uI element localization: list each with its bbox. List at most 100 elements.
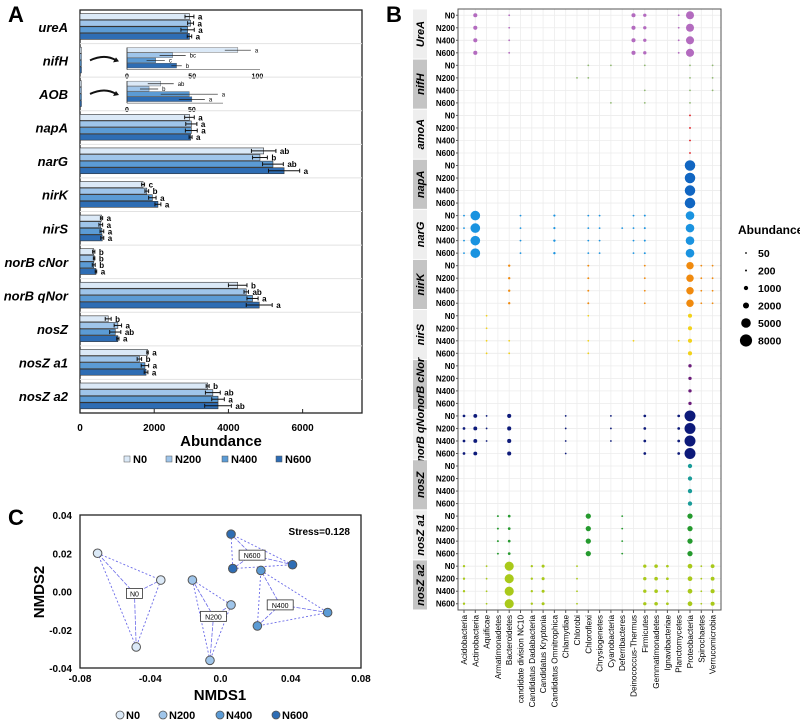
significance-letter: ab bbox=[224, 389, 233, 398]
bubble-nosZ-a2-Ignavibacteriae bbox=[666, 577, 669, 581]
panel-label-b: B bbox=[386, 2, 402, 27]
bubble-nosZ-a2-Gemmatimonadetes bbox=[654, 589, 658, 594]
spider-line-N600 bbox=[230, 533, 253, 556]
row-label: N200 bbox=[436, 424, 456, 433]
bubble-norB-qNor-Actinobacteria bbox=[473, 451, 478, 456]
bubble-norB-qNor-Acidobacteria bbox=[462, 414, 466, 418]
bubble-nosZ-a2-Ignavibacteriae bbox=[666, 564, 669, 568]
phylum-label: Bacteroidetes bbox=[505, 615, 514, 665]
bar-main-tiny bbox=[79, 100, 82, 107]
bubble-narG-Chloroflexi bbox=[587, 214, 590, 217]
phylum-label: Ignavibacteriae bbox=[663, 615, 672, 671]
bubble-nifH-Verrucomicrobia bbox=[711, 76, 714, 79]
centroid-label-box bbox=[200, 610, 227, 622]
bubble-nirK-Firmicutes bbox=[643, 289, 646, 292]
bar bbox=[79, 281, 238, 289]
significance-letter: b bbox=[99, 261, 104, 270]
significance-letter: a bbox=[108, 234, 113, 243]
facet-strip-nirS: nirS N0 N200 N400 N600 bbox=[413, 310, 458, 360]
panel-a-x-axis-label: Abundance bbox=[180, 433, 262, 450]
row-label: N600 bbox=[436, 199, 456, 208]
facet-strip-label: norB cNor bbox=[415, 357, 427, 412]
bubble-nosZ-a2-Firmicutes bbox=[643, 577, 647, 581]
hull-edge-N0 bbox=[97, 552, 161, 581]
size-legend-label: 50 bbox=[758, 248, 770, 260]
bar bbox=[79, 26, 188, 34]
row-label: N400 bbox=[436, 337, 456, 346]
hull-edge-N400 bbox=[256, 570, 262, 626]
facet-strip-norB-qNor: norB qNor N0 N200 N400 N600 bbox=[413, 407, 458, 462]
hull-edge-N400 bbox=[257, 612, 328, 627]
stress-annotation: Stress=0.128 bbox=[289, 527, 351, 538]
row-label: N400 bbox=[436, 86, 456, 95]
size-legend-dot bbox=[745, 252, 747, 254]
centroid-label-N600: N600 bbox=[238, 549, 266, 561]
bubble-UreA-Planctomycetes bbox=[677, 26, 680, 29]
bubble-nosZ-a2-Bacteroidetes bbox=[504, 586, 514, 596]
phylum-label: Aquificae bbox=[483, 615, 492, 649]
bar bbox=[79, 194, 153, 202]
point-N0 bbox=[155, 575, 166, 585]
significance-letter: b bbox=[186, 64, 190, 70]
bubble-nosZ-a2-Aquificae bbox=[485, 590, 488, 593]
bubble-nosZ-a2-Bacteroidetes bbox=[504, 561, 514, 571]
bar-main-tiny bbox=[79, 46, 82, 54]
bubble-nosZ-a1-Armatimonadetes bbox=[496, 527, 499, 530]
significance-letter: c bbox=[149, 181, 154, 190]
bubble-nifH-Proteobacteria bbox=[689, 102, 691, 104]
bubble-norB-qNor-Acidobacteria bbox=[462, 452, 466, 455]
bubble-nosZ-a2-Candidatus-Kryptonia bbox=[541, 577, 545, 581]
facet-strip-bg bbox=[413, 59, 427, 109]
hull-edge-N600 bbox=[230, 534, 234, 569]
point-N0 bbox=[131, 642, 141, 652]
significance-letter: a bbox=[165, 200, 170, 209]
x-tick-label: -0.08 bbox=[69, 674, 92, 685]
bar bbox=[79, 147, 264, 155]
bar bbox=[79, 261, 95, 269]
bubble-UreA-Firmicutes bbox=[643, 26, 647, 30]
bubble-nosZ-a2-Spirochaetes bbox=[700, 590, 703, 593]
bubble-norB-qNor-Actinobacteria bbox=[473, 426, 478, 431]
bubble-norB-qNor-Bacteroidetes bbox=[507, 451, 512, 456]
legend-swatch bbox=[165, 455, 173, 463]
significance-letter: b bbox=[213, 382, 218, 391]
row-label: N0 bbox=[445, 262, 456, 271]
facet-strip-label: UreA bbox=[415, 21, 427, 47]
bubble-norB-qNor-Chlamydiae bbox=[564, 427, 567, 430]
phylum-label: Spirochaetes bbox=[697, 615, 706, 663]
bubble-nirS-Proteobacteria bbox=[687, 338, 693, 343]
bar-main-tiny bbox=[79, 80, 82, 87]
bubble-napA-Proteobacteria bbox=[684, 197, 696, 209]
bubble-UreA-Bacteroidetes bbox=[508, 26, 511, 29]
centroid-label-text: N400 bbox=[272, 603, 289, 610]
bubble-norB-qNor-Chlamydiae bbox=[564, 452, 567, 455]
size-legend-item: 5000 bbox=[741, 318, 782, 330]
legend-swatch bbox=[123, 455, 131, 463]
row-label: N0 bbox=[445, 11, 456, 20]
bubble-nosZ-a2-Aquificae bbox=[485, 602, 488, 605]
spider-line-N0 bbox=[134, 579, 161, 594]
bubble-norB-qNor-Proteobacteria bbox=[684, 410, 696, 422]
significance-letter: ab bbox=[287, 160, 296, 169]
facet-strip-label: narG bbox=[415, 221, 427, 247]
bubble-nosZ-a2-Candidatus-Kryptonia bbox=[541, 589, 545, 593]
bubble-nosZ-a2-Acidobacteria bbox=[462, 590, 466, 593]
bubble-nosZ-a2-Ignavibacteriae bbox=[666, 589, 669, 593]
bubble-nirK-Proteobacteria bbox=[686, 299, 694, 307]
row-label: N600 bbox=[436, 149, 456, 158]
size-legend-label: 5000 bbox=[758, 318, 782, 330]
size-legend-dot bbox=[743, 285, 749, 291]
bubble-narG-Chrysiogenetes bbox=[598, 252, 601, 255]
facet-strip-nosZ-a2: nosZ a2 N0 N200 N400 N600 bbox=[413, 560, 458, 610]
panel-b: B UreAN0N200N400N600nifHN0N200N400N600am… bbox=[386, 2, 800, 707]
bubble-narG-Acidobacteria bbox=[463, 239, 465, 242]
bubble-UreA-Actinobacteria bbox=[473, 38, 478, 43]
row-label: N600 bbox=[436, 49, 456, 58]
phylum-label: candidate division NC10 bbox=[517, 615, 526, 704]
bubble-nifH-Verrucomicrobia bbox=[711, 89, 714, 92]
bubble-nosZ-a1-Deferribacteres bbox=[621, 540, 624, 543]
